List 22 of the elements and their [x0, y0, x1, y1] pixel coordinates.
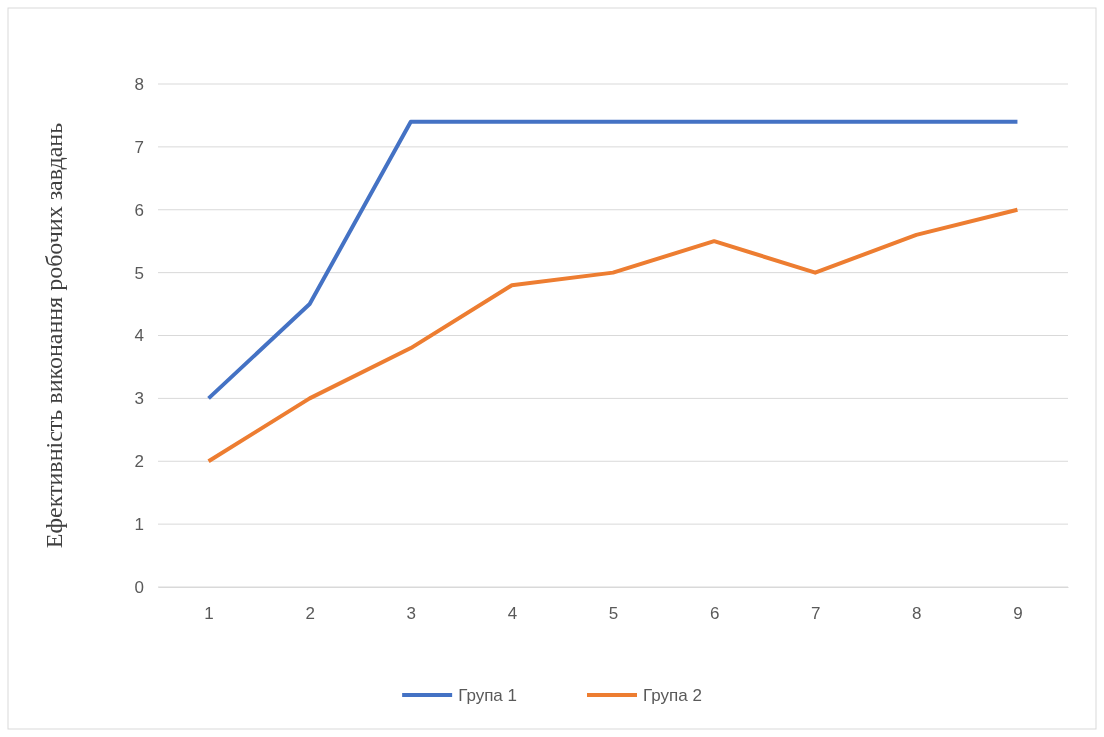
x-tick-label: 6 — [709, 604, 720, 624]
x-tick-label: 4 — [507, 604, 518, 624]
y-tick-label: 6 — [134, 200, 144, 220]
x-tick-label: 2 — [305, 604, 315, 624]
legend-label: Група 1 — [458, 685, 517, 705]
y-tick-label: 1 — [134, 515, 144, 535]
y-tick-label: 8 — [134, 74, 144, 94]
y-tick-label: 7 — [134, 137, 144, 157]
x-tick-label: 9 — [1013, 604, 1023, 624]
y-tick-label: 3 — [134, 389, 144, 409]
x-tick-label: 5 — [608, 604, 619, 624]
x-tick-label: 8 — [912, 604, 922, 624]
y-tick-label: 4 — [134, 326, 144, 346]
line-series — [206, 207, 1020, 464]
y-tick-label: 2 — [134, 452, 144, 472]
x-tick-label: 7 — [810, 604, 821, 624]
legend-label: Група 2 — [643, 685, 702, 705]
x-tick-label: 3 — [406, 604, 417, 624]
y-tick-label: 0 — [134, 577, 144, 597]
y-tick-label: 5 — [134, 263, 144, 283]
y-axis-title: Ефективність виконання робочих завдань — [41, 122, 67, 549]
x-tick-label: 1 — [204, 604, 214, 624]
